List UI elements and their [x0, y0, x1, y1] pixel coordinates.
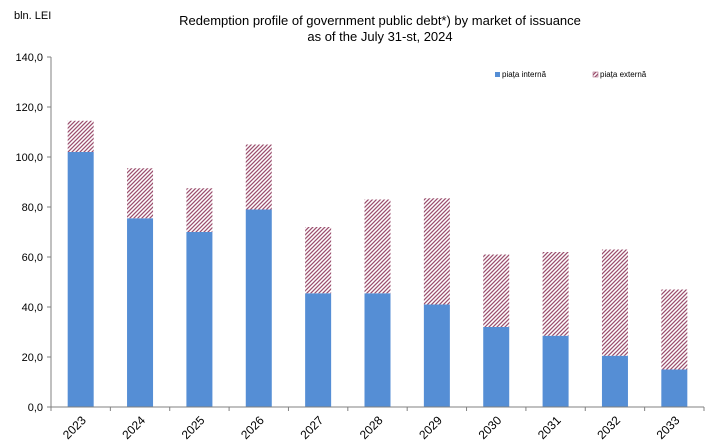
bar-external-2023 — [67, 120, 94, 152]
bar-internal-2023 — [67, 152, 94, 407]
bar-external-2032 — [601, 249, 628, 356]
y-tick-label: 140,0 — [15, 52, 43, 64]
y-tick-label: 120,0 — [15, 102, 43, 114]
x-tick-label: 2032 — [594, 413, 623, 442]
bar-internal-2026 — [245, 209, 272, 407]
bar-internal-2028 — [364, 293, 391, 407]
y-tick-label: 40,0 — [22, 302, 43, 314]
x-tick-label: 2028 — [357, 413, 386, 442]
bar-external-2029 — [423, 198, 450, 305]
bar-internal-2030 — [483, 327, 510, 407]
bar-internal-2025 — [186, 232, 213, 407]
legend-swatch — [592, 71, 599, 78]
y-tick-label: 60,0 — [22, 252, 43, 264]
x-tick-label: 2030 — [476, 413, 505, 442]
x-tick-label: 2031 — [535, 413, 564, 442]
legend-label: piața internă — [502, 70, 547, 79]
chart-subtitle: as of the July 31-st, 2024 — [307, 29, 453, 44]
bar-internal-2032 — [601, 355, 628, 407]
bar-external-2027 — [305, 227, 332, 294]
x-tick-label: 2023 — [60, 413, 89, 442]
x-tick-label: 2029 — [416, 413, 445, 442]
bar-external-2030 — [483, 254, 510, 327]
bar-external-2028 — [364, 199, 391, 294]
x-tick-label: 2027 — [297, 413, 326, 442]
bar-internal-2029 — [423, 304, 450, 407]
legend-label: piața externă — [600, 70, 647, 79]
y-tick-label: 80,0 — [22, 202, 43, 214]
chart-title: Redemption profile of government public … — [179, 13, 581, 28]
x-tick-label: 2026 — [238, 413, 267, 442]
bar-external-2025 — [186, 188, 213, 232]
bar-internal-2024 — [127, 218, 154, 407]
legend-swatch — [495, 72, 500, 77]
x-tick-label: 2025 — [179, 413, 208, 442]
x-tick-label: 2024 — [119, 413, 148, 442]
bar-external-2026 — [245, 144, 272, 210]
y-tick-label: 0,0 — [28, 402, 43, 414]
bar-external-2024 — [127, 168, 154, 219]
bar-internal-2033 — [661, 369, 688, 407]
bar-external-2033 — [661, 289, 688, 370]
y-unit-label: bln. LEI — [14, 10, 52, 22]
bar-internal-2027 — [305, 293, 332, 407]
x-tick-label: 2033 — [654, 413, 683, 442]
legend: piața internă piața externă — [495, 70, 647, 79]
bar-internal-2031 — [542, 335, 569, 407]
y-tick-label: 20,0 — [22, 352, 43, 364]
y-tick-label: 100,0 — [15, 152, 43, 164]
bar-external-2031 — [542, 252, 569, 336]
